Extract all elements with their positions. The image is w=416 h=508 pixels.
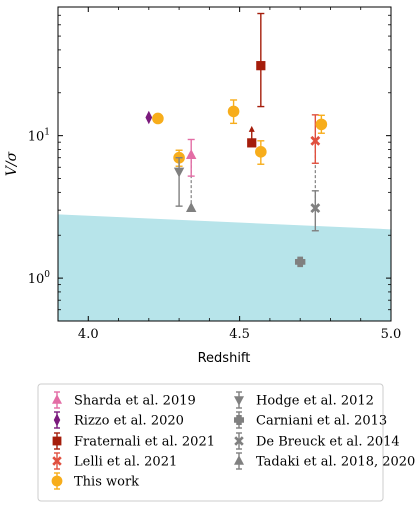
series-1 [145,110,153,125]
series-7 [310,190,321,232]
series-3 [310,114,321,164]
x-tick-label: 4.5 [229,327,250,342]
data-point [186,202,197,213]
legend-entry: Hodge et al. 2012 [234,391,374,409]
data-point [186,138,197,177]
legend-label: Fraternali et al. 2021 [74,435,215,450]
series-6 [294,256,306,268]
data-point [227,99,240,125]
legend-entry: Rizzo et al. 2020 [53,411,184,429]
legend-frame [37,383,384,502]
x-tick-label: 4.0 [78,327,99,342]
data-point [145,110,153,125]
legend-label: Hodge et al. 2012 [256,394,374,409]
legend-label: De Breuck et al. 2014 [256,435,400,450]
series-2 [247,12,266,148]
data-point [315,114,328,134]
data-point [294,256,306,268]
data-point [310,114,321,164]
data-point [256,12,266,108]
y-tick-label: 101 [28,128,50,145]
legend-label: Sharda et al. 2019 [74,394,196,409]
legend-label: This work [74,475,139,490]
data-point [152,112,164,125]
legend-entry: Fraternali et al. 2021 [52,432,215,450]
legend-entry: Tadaki et al. 2018, 2020 [234,452,415,470]
legend-label: Carniani et al. 2013 [256,414,387,429]
axes: 4.0 4.5 5.0 100 101 [28,6,402,342]
legend-entry: Carniani et al. 2013 [234,411,387,429]
series-0 [186,138,197,177]
legend-entry: De Breuck et al. 2014 [234,432,400,450]
legend-label: Rizzo et al. 2020 [74,414,184,429]
x-tick-label: 5.0 [381,327,402,342]
y-tick-label: 100 [28,270,51,287]
series-8 [186,202,197,213]
plot-frame [57,6,392,322]
legend-entry: Sharda et al. 2019 [52,391,196,409]
legend-label: Lelli et al. 2021 [74,455,177,470]
x-axis-label: Redshift [198,351,251,366]
data-point [255,140,267,165]
legend-label: Tadaki et al. 2018, 2020 [256,455,415,470]
legend: Sharda et al. 2019 Rizzo et al. 2020 Frate… [37,383,415,502]
legend-entry: This work [51,472,139,490]
data-point [173,157,185,207]
series-4 [152,99,328,167]
shaded-region [58,214,391,321]
series-5 [173,157,185,207]
data-point [310,190,321,232]
plot-area [58,12,391,321]
y-axis-label: V/σ [4,151,20,176]
data-point [247,125,257,148]
legend-entry: Lelli et al. 2021 [52,452,177,470]
